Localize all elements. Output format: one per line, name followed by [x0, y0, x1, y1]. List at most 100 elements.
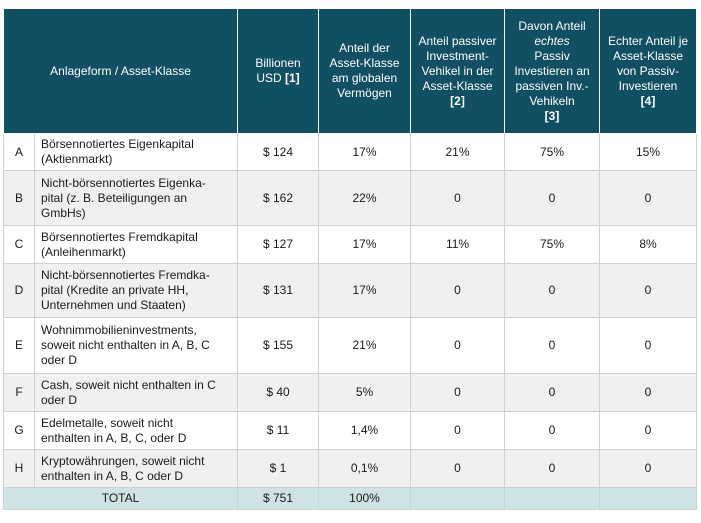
footnote-ref-4: [4]	[640, 93, 656, 108]
footnote-ref-2: [2]	[450, 93, 465, 108]
row-description-line: Kryptowährungen, soweit nicht	[41, 453, 205, 468]
table-row: H Kryptowährungen, soweit nicht enthalten…	[3, 449, 698, 488]
row-description-line: Börsennotiertes Eigenkapital	[41, 137, 194, 151]
footnote-ref-3: [3]	[544, 108, 560, 123]
row-usd: $ 162	[237, 170, 320, 226]
row-usd: $ 124	[237, 133, 320, 171]
row-description-line: oder D	[41, 392, 78, 407]
total-row: TOTAL $ 751 100%	[2, 487, 698, 510]
row-description: Börsennotiertes Fremdkapital (Anleihenmar…	[33, 225, 239, 264]
row-passive-share: 11%	[410, 225, 506, 264]
table-row: D Nicht-börsennotiertes Fremdka-pital (K…	[3, 263, 698, 318]
row-description-line: enthalten in A, B, C, oder D	[41, 430, 187, 445]
header-passive-share-text: Anteil passiver Investment-Vehikel in de…	[418, 33, 497, 93]
row-true-passive-share: 0	[504, 263, 601, 318]
row-description-line: (Anleihenmarkt)	[41, 244, 126, 259]
row-letter: D	[3, 263, 35, 318]
row-usd: $ 1	[237, 449, 320, 488]
row-usd: $ 127	[237, 225, 320, 264]
row-description-line: soweit nicht enthalten in A, B, C	[41, 338, 210, 352]
row-global-share: 17%	[318, 263, 412, 318]
row-description-line: Nicht-börsennotiertes Eigenka-	[41, 175, 206, 190]
row-passive-share: 0	[410, 263, 506, 318]
table-row: E Wohnimmobilieninvestments, soweit nicht…	[3, 317, 698, 374]
row-real-passive-share: 0	[599, 373, 698, 412]
header-real-passive-text: Echter Anteil je Asset-Klasse von Passiv…	[607, 33, 689, 93]
row-global-share: 22%	[318, 170, 412, 226]
row-usd: $ 40	[237, 373, 320, 412]
row-description-line: oder D	[41, 353, 78, 367]
row-passive-share: 0	[410, 411, 506, 450]
row-true-passive-share: 0	[504, 170, 601, 226]
row-letter: E	[3, 317, 35, 374]
row-true-passive-share: 0	[504, 449, 601, 488]
row-true-passive-share: 0	[504, 411, 601, 450]
row-true-passive-share: 0	[504, 317, 601, 374]
row-letter: H	[3, 449, 35, 488]
row-passive-share: 0	[410, 449, 506, 488]
row-description: Börsennotiertes Eigenkapital (Aktienmarkt…	[33, 133, 239, 171]
row-description-line: pital (Kredite an private HH,	[41, 283, 189, 297]
row-description-line: Nicht-börsennotiertes Fremdka-	[41, 268, 210, 282]
row-true-passive-share: 0	[504, 373, 601, 412]
row-global-share: 21%	[318, 317, 412, 374]
row-letter: C	[3, 225, 35, 264]
total-empty-cell	[410, 487, 506, 510]
header-asset-class-text: Anlageform / Asset-Klasse	[50, 63, 191, 78]
header-asset-class: Anlageform / Asset-Klasse	[2, 8, 239, 134]
row-global-share: 17%	[318, 133, 412, 171]
table-row: G Edelmetalle, soweit nicht enthalten in …	[3, 411, 698, 450]
row-letter: B	[3, 170, 35, 226]
row-usd: $ 131	[237, 263, 320, 318]
header-row: Anlageform / Asset-Klasse Billionen USD …	[2, 8, 698, 134]
row-real-passive-share: 0	[599, 317, 698, 374]
row-true-passive-share: 75%	[504, 133, 601, 171]
row-description-line: Cash, soweit nicht enthalten in C	[41, 377, 216, 392]
table-row: A Börsennotiertes Eigenkapital (Aktienmar…	[3, 133, 698, 171]
total-empty-cell	[599, 487, 698, 510]
row-description-line: Unternehmen und Staaten)	[41, 298, 186, 312]
row-real-passive-share: 15%	[599, 133, 698, 171]
total-usd: $ 751	[237, 487, 320, 510]
row-description: Nicht-börsennotiertes Fremdka-pital (Kre…	[33, 263, 239, 318]
row-passive-share: 0	[410, 170, 506, 226]
row-true-passive-share: 75%	[504, 225, 601, 264]
row-description: Edelmetalle, soweit nicht enthalten in A,…	[33, 411, 239, 450]
row-real-passive-share: 0	[599, 263, 698, 318]
header-usd-text: Billionen USD	[255, 56, 301, 85]
row-global-share: 5%	[318, 373, 412, 412]
row-real-passive-share: 8%	[599, 225, 698, 264]
row-description-line: GmbHs)	[41, 205, 86, 220]
row-passive-share: 0	[410, 373, 506, 412]
header-true-passive-share: Davon Anteil echtes Passiv Investieren an …	[504, 8, 601, 134]
header-global-share: Anteil der Asset-Klasse am globalen Verm…	[318, 8, 412, 134]
row-description-line: (Aktienmarkt)	[41, 152, 113, 166]
header-passive-share: Anteil passiver Investment-Vehikel in de…	[410, 8, 506, 134]
table-row: B Nicht-börsennotiertes Eigenka-pital (z…	[3, 170, 698, 226]
header-true-passive-em: echtes	[534, 33, 570, 48]
footnote-ref-1: [1]	[285, 71, 300, 85]
row-real-passive-share: 0	[599, 449, 698, 488]
row-passive-share: 0	[410, 317, 506, 374]
row-global-share: 0,1%	[318, 449, 412, 488]
row-usd: $ 11	[237, 411, 320, 450]
row-letter: A	[3, 133, 35, 171]
row-description: Kryptowährungen, soweit nicht enthalten i…	[33, 449, 239, 488]
table-row: C Börsennotiertes Fremdkapital (Anleihenm…	[3, 225, 698, 264]
row-global-share: 17%	[318, 225, 412, 264]
row-passive-share: 21%	[410, 133, 506, 171]
header-real-passive-share: Echter Anteil je Asset-Klasse von Passiv…	[599, 8, 698, 134]
row-description-line: pital (z. B. Beteiligungen an	[41, 190, 188, 205]
row-letter: F	[3, 373, 35, 412]
row-global-share: 1,4%	[318, 411, 412, 450]
row-letter: G	[3, 411, 35, 450]
row-description-line: Edelmetalle, soweit nicht	[41, 415, 174, 430]
total-label: TOTAL	[2, 487, 239, 510]
row-description-line: Wohnimmobilieninvestments,	[41, 323, 197, 337]
row-description-line: Börsennotiertes Fremdkapital	[41, 229, 198, 244]
total-empty-cell	[504, 487, 601, 510]
row-real-passive-share: 0	[599, 170, 698, 226]
header-global-share-text: Anteil der Asset-Klasse am globalen Verm…	[329, 41, 400, 100]
